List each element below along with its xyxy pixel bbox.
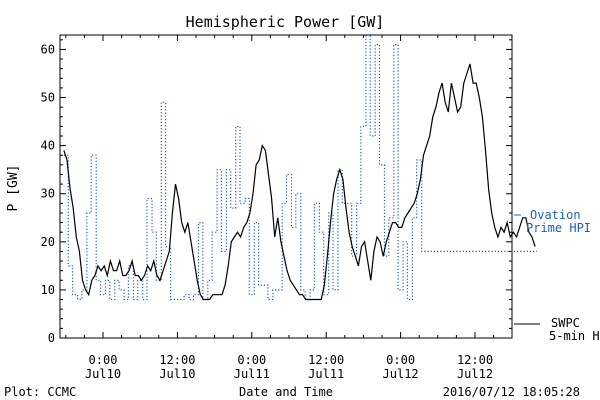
x-tick-label-date: Jul10	[85, 367, 121, 381]
x-axis-label: Date and Time	[239, 385, 333, 399]
x-tick-label-time: 0:00	[89, 353, 118, 367]
x-tick-label-date: Jul11	[234, 367, 270, 381]
ovation-hpi-line	[63, 34, 537, 301]
y-tick-label: 0	[48, 331, 55, 345]
x-tick-label-time: 12:00	[159, 353, 195, 367]
x-tick-label-date: Jul10	[159, 367, 195, 381]
swpc-hpi-line	[63, 63, 536, 301]
legend-ovation-label-2: Prime HPI	[526, 221, 591, 235]
plot-area: 01020304050600:00Jul1012:00Jul100:00Jul1…	[41, 34, 537, 381]
legend-swpc-label-1: SWPC	[551, 316, 580, 330]
legend-ovation-label-1: Ovation	[530, 208, 581, 222]
legend-swpc-label-2: 5-min HPI	[549, 329, 600, 343]
y-axis-label: P [GW]	[6, 165, 21, 212]
x-tick-label-time: 12:00	[457, 353, 493, 367]
x-tick-label-time: 0:00	[386, 353, 415, 367]
x-tick-label-date: Jul11	[308, 367, 344, 381]
x-tick-label-time: 0:00	[237, 353, 266, 367]
legend: Ovation Prime HPI SWPC 5-min HPI	[514, 208, 600, 343]
chart-title: Hemispheric Power [GW]	[186, 13, 385, 31]
footer-timestamp: 2016/07/12 18:05:28	[443, 385, 580, 399]
plot-frame	[59, 34, 513, 339]
y-tick-label: 40	[41, 139, 55, 153]
y-tick-label: 50	[41, 91, 55, 105]
x-tick-label-date: Jul12	[457, 367, 493, 381]
x-tick-label-date: Jul12	[383, 367, 419, 381]
y-tick-label: 30	[41, 187, 55, 201]
y-tick-label: 20	[41, 235, 55, 249]
footer-plot-source: Plot: CCMC	[4, 385, 76, 399]
x-tick-label-time: 12:00	[308, 353, 344, 367]
y-tick-label: 10	[41, 283, 55, 297]
y-tick-label: 60	[41, 42, 55, 56]
